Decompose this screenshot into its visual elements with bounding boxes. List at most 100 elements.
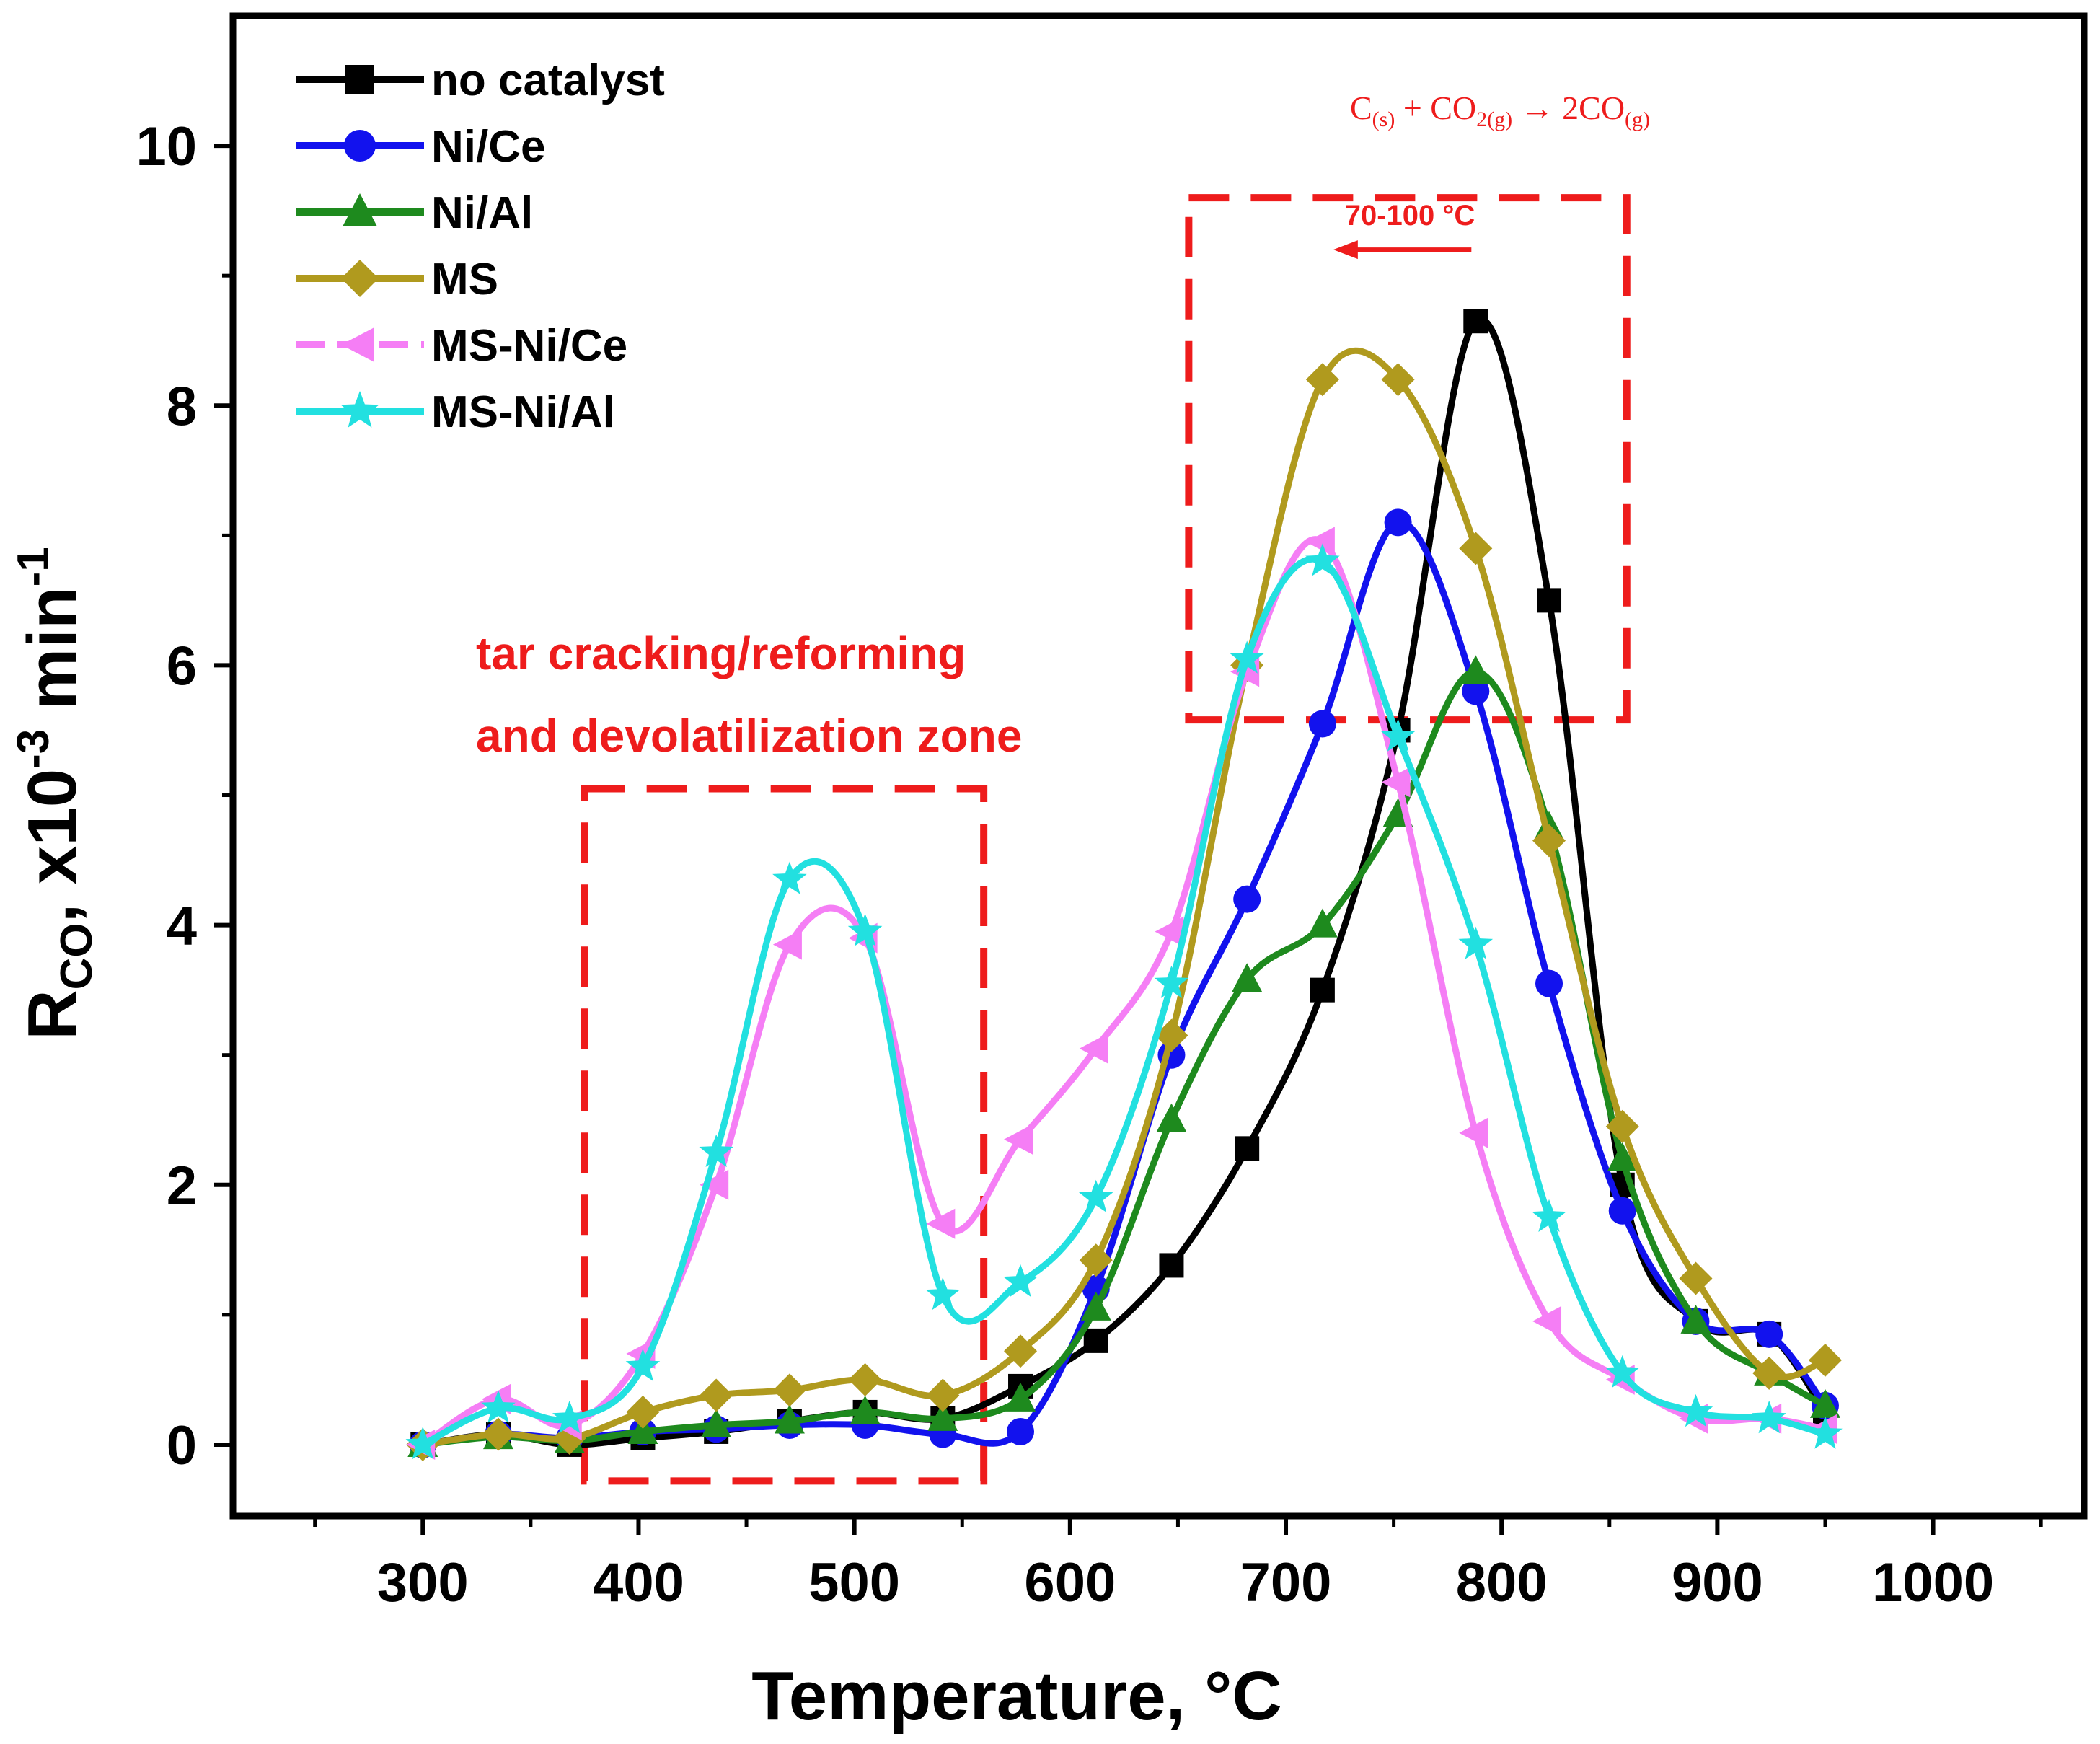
- data-point-ms-ni-al: [405, 1427, 441, 1460]
- data-point-no-catalyst: [1235, 1136, 1260, 1161]
- y-axis-title-sub: CO: [52, 922, 102, 990]
- data-point-ms-ni-al: [772, 861, 807, 894]
- data-point-ni-ce: [1384, 508, 1412, 537]
- y-axis-title-rest: , x10: [14, 769, 91, 923]
- data-point-ms-ni-al: [1380, 718, 1416, 752]
- legend-label-ms-ni-al: MS-Ni/Al: [431, 387, 615, 437]
- data-point-ms: [772, 1373, 806, 1407]
- data-point-ni-al: [1607, 1142, 1638, 1171]
- legend-marker-ni-ce: [344, 130, 376, 162]
- data-point-ms: [1532, 824, 1566, 858]
- data-point-ni-ce: [1608, 1197, 1636, 1225]
- data-point-ms-ni-al: [1079, 1179, 1113, 1212]
- y-axis: 0 2 4 6 8 10: [136, 116, 233, 1476]
- data-point-ni-al: [627, 1414, 658, 1444]
- x-tick-label: 700: [1240, 1552, 1332, 1613]
- y-tick-label: 0: [167, 1415, 197, 1476]
- data-point-ni-ce: [1233, 885, 1261, 913]
- data-point-ms-ni-al: [1230, 640, 1264, 674]
- series-ms-ni-al: [405, 543, 1843, 1460]
- x-tick-label: 800: [1456, 1552, 1548, 1613]
- data-point-ms: [926, 1378, 960, 1412]
- data-point-ms-ni-al: [481, 1390, 516, 1423]
- legend-marker-ms-ni-ce: [341, 327, 374, 362]
- data-point-ms-ni-ce: [1459, 1117, 1488, 1148]
- legend: no catalyst Ni/Ce Ni/Al MS MS-Ni/Ce MS-Ni/Al: [296, 56, 665, 437]
- y-tick-label: 10: [136, 116, 197, 177]
- data-point-ms: [848, 1362, 882, 1396]
- data-point-ms-ni-al: [1154, 965, 1189, 998]
- data-point-ms-ni-ce: [1004, 1124, 1033, 1155]
- data-point-ni-ce: [1462, 677, 1490, 705]
- data-point-no-catalyst: [1537, 588, 1562, 613]
- data-point-ms-ni-ce: [1155, 916, 1184, 947]
- data-point-ms-ni-al: [699, 1134, 733, 1167]
- data-point-ms-ni-ce: [1532, 1305, 1562, 1336]
- data-point-ms: [1381, 363, 1415, 397]
- x-axis-title: Temperature, °C: [751, 1657, 1281, 1735]
- data-point-ms: [626, 1395, 660, 1429]
- data-point-ms: [481, 1417, 515, 1451]
- data-point-ni-al: [1080, 1291, 1111, 1321]
- x-tick-label: 400: [593, 1552, 684, 1613]
- data-point-ms-ni-al: [625, 1348, 661, 1382]
- zone1-label-line1: tar cracking/reforming: [476, 627, 966, 679]
- data-point-ms: [1605, 1109, 1639, 1143]
- legend-label-ni-ce: Ni/Ce: [431, 122, 545, 172]
- series-line-ms-ni-al: [421, 555, 1827, 1448]
- data-point-ms: [1679, 1261, 1713, 1295]
- data-point-ms-ni-al: [1605, 1355, 1640, 1388]
- zone1-label-line2: and devolatilization zone: [476, 710, 1022, 762]
- data-point-ms-ni-al: [1808, 1416, 1843, 1449]
- data-point-ni-ce: [1535, 969, 1563, 997]
- data-point-no-catalyst: [1083, 1328, 1108, 1353]
- legend-item-ms-ni-al: MS-Ni/Al: [296, 387, 615, 437]
- legend-item-no-catalyst: no catalyst: [296, 56, 665, 105]
- series-line-no-catalyst: [422, 316, 1828, 1448]
- data-point-ni-ce: [1007, 1417, 1035, 1445]
- series-layer: [405, 309, 1843, 1461]
- legend-label-ms-ni-ce: MS-Ni/Ce: [431, 321, 627, 371]
- legend-item-ms-ni-ce: MS-Ni/Ce: [296, 321, 627, 371]
- data-point-ms-ni-ce: [1381, 767, 1411, 798]
- reaction-sub1: (s): [1372, 107, 1395, 131]
- legend-item-ni-ce: Ni/Ce: [296, 122, 545, 172]
- series-ni-al: [407, 655, 1840, 1457]
- legend-label-ni-al: Ni/Al: [431, 188, 533, 238]
- x-tick-label: 1000: [1872, 1552, 1994, 1613]
- reaction-equation: C(s) + CO2(g) → 2CO(g): [1350, 89, 1650, 131]
- data-point-ms-ni-ce: [1079, 1033, 1108, 1064]
- data-point-ms-ni-al: [847, 913, 883, 946]
- x-tick-label: 600: [1024, 1552, 1116, 1613]
- reaction-sub3: (g): [1625, 107, 1650, 131]
- data-point-ms: [1079, 1243, 1113, 1277]
- data-point-ms-ni-ce: [772, 929, 802, 960]
- data-point-ms: [1459, 532, 1493, 565]
- y-axis-title-main: R: [14, 990, 91, 1039]
- y-axis-title: RCO, x10-3 min-1: [9, 547, 102, 1039]
- data-point-ni-al: [1460, 655, 1491, 684]
- y-tick-label: 2: [167, 1155, 197, 1217]
- data-point-ms: [1155, 1018, 1188, 1052]
- series-line-ms: [422, 347, 1827, 1448]
- series-line-ni-al: [422, 668, 1827, 1448]
- legend-label-ms: MS: [431, 255, 498, 304]
- shift-arrow-head: [1333, 240, 1358, 260]
- y-tick-label: 4: [167, 896, 197, 957]
- y-tick-label: 8: [167, 376, 197, 437]
- reaction-part1: C: [1350, 89, 1372, 126]
- legend-label-no-catalyst: no catalyst: [431, 56, 665, 105]
- data-point-ms-ni-al: [1752, 1400, 1786, 1434]
- legend-marker-ms-ni-al: [340, 391, 379, 428]
- x-tick-label: 300: [377, 1552, 469, 1613]
- y-axis-title-sup1: -3: [9, 729, 58, 769]
- y-axis-title-sup2: -1: [9, 547, 58, 586]
- data-point-ms-ni-al: [1532, 1199, 1566, 1232]
- data-point-ni-al: [1156, 1103, 1187, 1132]
- data-point-no-catalyst: [1463, 309, 1488, 334]
- x-tick-label: 900: [1672, 1552, 1763, 1613]
- shift-arrow: [1333, 240, 1472, 260]
- reaction-part3: → 2CO: [1512, 89, 1625, 126]
- y-axis-title-unit: min: [14, 586, 91, 728]
- x-tick-label: 500: [808, 1552, 900, 1613]
